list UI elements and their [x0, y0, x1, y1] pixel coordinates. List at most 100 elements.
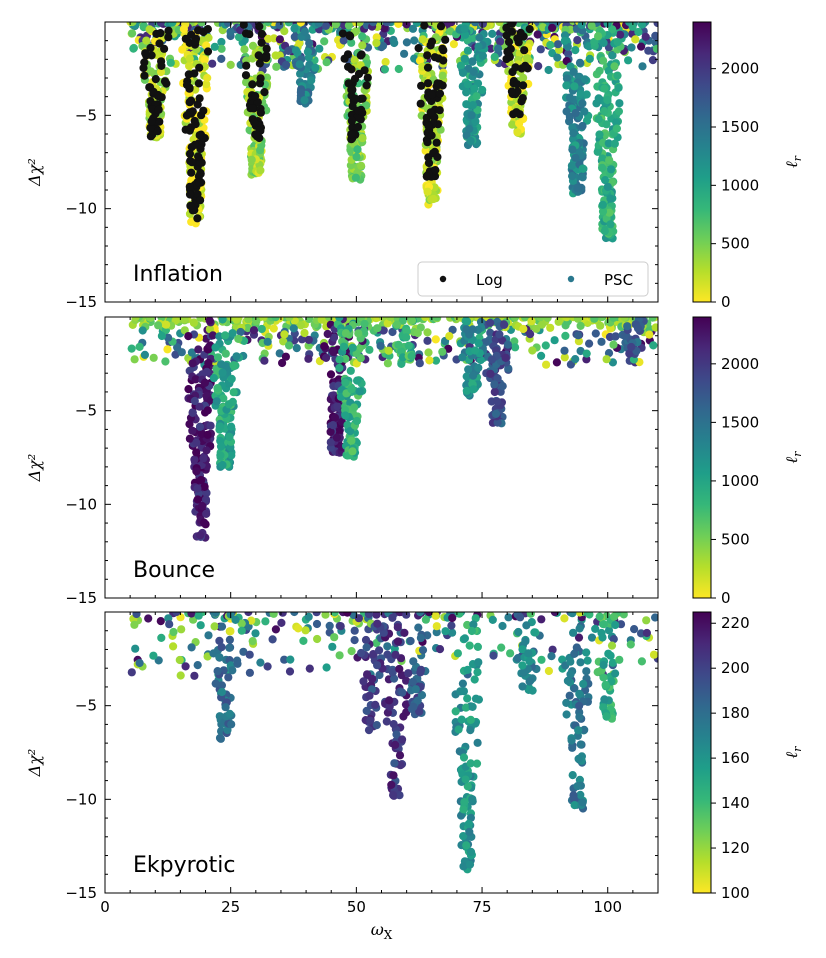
data-point — [217, 643, 226, 652]
data-point — [612, 118, 621, 127]
data-point — [373, 661, 382, 670]
log-point — [241, 71, 251, 80]
data-point — [448, 613, 457, 623]
data-point — [130, 355, 139, 364]
log-point — [431, 166, 440, 175]
log-point — [155, 39, 164, 48]
data-point — [192, 438, 201, 447]
data-point — [445, 332, 454, 341]
data-point — [281, 352, 290, 361]
data-point — [355, 387, 364, 396]
data-point — [582, 667, 591, 676]
data-point — [200, 518, 209, 527]
data-point — [575, 58, 585, 67]
data-point — [633, 324, 643, 333]
data-point — [606, 220, 615, 229]
data-point — [441, 627, 450, 636]
data-point — [604, 626, 614, 635]
data-point — [171, 350, 180, 359]
data-point — [296, 22, 305, 27]
data-point — [495, 330, 504, 339]
log-point — [185, 98, 194, 107]
data-point — [389, 771, 398, 780]
data-point — [290, 612, 299, 617]
data-point — [424, 612, 434, 617]
data-point — [541, 341, 550, 350]
data-point — [202, 446, 211, 455]
data-point — [228, 666, 237, 675]
colorbar-label: ℓr — [782, 451, 804, 464]
data-point — [221, 331, 230, 340]
data-point — [651, 613, 658, 622]
log-point — [182, 80, 192, 89]
data-point — [355, 22, 364, 27]
data-point — [292, 344, 301, 353]
data-point — [364, 612, 373, 619]
data-point — [380, 65, 389, 74]
data-point — [362, 706, 371, 716]
data-point — [473, 642, 482, 652]
log-point — [251, 92, 260, 101]
data-point — [402, 612, 411, 619]
bounce-panel: −5 −10 −15 Δχ² Bounce 0 500 1000 1500 2000 ℓr — [25, 316, 804, 607]
y-tick-label: −15 — [65, 293, 97, 311]
data-point — [256, 658, 265, 667]
data-point — [569, 628, 578, 637]
data-point — [181, 662, 190, 671]
data-point — [590, 317, 599, 323]
data-point — [575, 612, 584, 617]
log-point — [147, 117, 156, 126]
data-point — [536, 45, 545, 54]
log-point — [347, 130, 356, 139]
data-point — [217, 360, 226, 369]
data-point — [140, 350, 149, 359]
data-point — [291, 46, 301, 55]
data-point — [364, 726, 374, 735]
data-point — [408, 677, 417, 687]
data-point — [458, 68, 468, 77]
data-point — [478, 85, 487, 95]
data-point — [297, 335, 307, 344]
data-point — [631, 35, 640, 44]
data-point — [408, 24, 418, 33]
data-point — [528, 686, 537, 695]
data-point — [387, 780, 396, 790]
data-point — [278, 358, 287, 368]
data-point — [164, 333, 173, 342]
data-point — [193, 495, 202, 504]
data-point — [285, 341, 294, 350]
log-point — [187, 158, 197, 167]
data-point — [566, 657, 575, 666]
log-point — [502, 54, 511, 64]
data-point — [466, 715, 475, 725]
data-point — [341, 378, 350, 387]
data-point — [384, 346, 393, 355]
data-point — [213, 667, 222, 676]
data-point — [248, 41, 258, 51]
data-point — [275, 35, 284, 44]
data-point — [305, 317, 314, 324]
data-point — [602, 355, 611, 364]
data-point — [610, 612, 619, 621]
data-point — [225, 709, 234, 719]
data-point — [203, 406, 212, 415]
data-point — [606, 194, 615, 203]
data-point — [188, 426, 197, 435]
y-tick-label: −10 — [65, 200, 97, 218]
data-point — [644, 46, 653, 55]
data-point — [465, 860, 475, 869]
log-point — [513, 80, 522, 89]
colorbar-label: ℓr — [782, 155, 804, 168]
data-point — [627, 43, 636, 52]
data-point — [409, 702, 418, 711]
data-point — [459, 805, 468, 814]
data-point — [346, 366, 355, 375]
log-point — [516, 28, 525, 37]
log-point — [250, 118, 259, 127]
data-point — [341, 329, 350, 338]
data-point — [128, 29, 137, 38]
data-point — [431, 356, 441, 365]
log-point — [433, 152, 442, 162]
data-point — [157, 331, 166, 341]
data-point — [339, 342, 348, 351]
